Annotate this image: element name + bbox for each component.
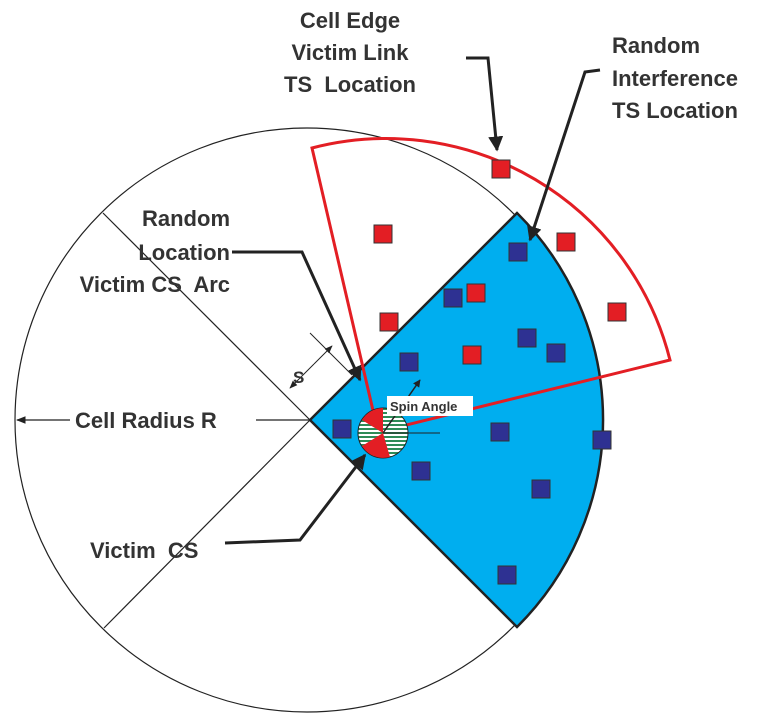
interference-sector: [310, 137, 672, 434]
label: Victim CS: [90, 538, 198, 563]
label: Spin Angle: [390, 399, 457, 414]
spin-label-bg: [387, 396, 473, 416]
victim-sector: [308, 211, 605, 629]
label: Location: [138, 240, 230, 265]
s-marker: [289, 332, 353, 389]
label: TS Location: [284, 72, 416, 97]
label: TS Location: [612, 98, 738, 123]
label: Cell Radius R: [75, 408, 217, 433]
label: Random: [142, 206, 230, 231]
leaders: [224, 56, 601, 545]
interference-terminals: [373, 159, 627, 365]
victim-cs: [357, 379, 440, 459]
label: Cell Edge: [300, 8, 400, 33]
label: Victim Link: [292, 40, 410, 65]
label: Interference: [612, 66, 738, 91]
victim-terminals: [332, 242, 612, 585]
label: S: [293, 368, 304, 387]
boundary-line: [103, 419, 311, 629]
label: Victim CS Arc: [80, 272, 230, 297]
boundary-line: [102, 212, 311, 421]
label: Random: [612, 33, 700, 58]
